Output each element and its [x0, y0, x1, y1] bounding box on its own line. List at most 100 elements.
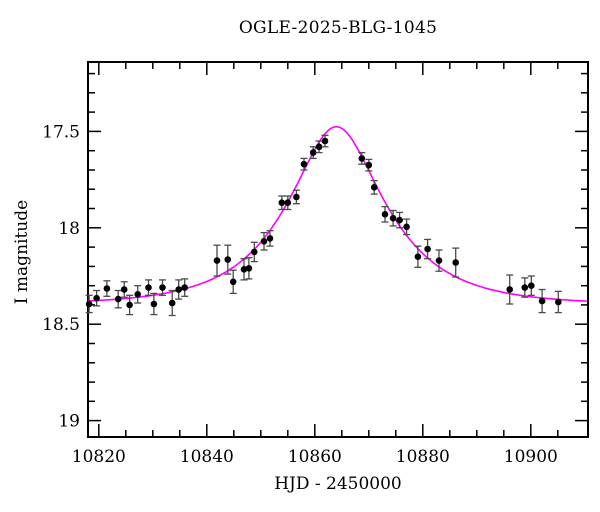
data-point-marker [403, 223, 410, 231]
data-point-with-errorbar [175, 279, 183, 300]
data-point-marker [150, 300, 158, 308]
data-point-marker [452, 259, 460, 266]
data-point-marker [315, 143, 323, 151]
data-point-with-errorbar [278, 195, 286, 211]
data-point-marker [120, 286, 128, 293]
y-tick-label: 18 [58, 219, 80, 239]
data-point-marker [168, 299, 176, 307]
data-point-with-errorbar [424, 238, 432, 260]
data-point-marker [521, 284, 529, 291]
data-point-marker [396, 216, 403, 224]
data-point-marker [293, 193, 300, 201]
chart-title: OGLE-2025-BLG-1045 [238, 18, 438, 38]
data-point-marker [175, 286, 182, 293]
x-axis-label: HJD - 2450000 [274, 474, 402, 494]
data-point-marker [424, 245, 431, 253]
data-point-with-errorbar [358, 151, 366, 165]
data-point-marker [555, 298, 562, 306]
data-point-with-errorbar [229, 269, 237, 295]
data-point-with-errorbar [527, 275, 535, 296]
data-point-with-errorbar [250, 241, 258, 263]
data-point-marker [506, 286, 513, 293]
x-tick-label: 10900 [504, 447, 558, 467]
data-point-with-errorbar [370, 179, 378, 195]
data-point-marker [538, 297, 546, 305]
model-curve [87, 125, 587, 302]
data-point-marker [370, 184, 378, 191]
data-point-with-errorbar [381, 205, 389, 223]
data-point-with-errorbar [213, 244, 221, 277]
x-tick-labels: 10820 10840 10860 10880 10900 [72, 447, 558, 467]
data-point-with-errorbar [284, 195, 292, 211]
y-ticks [88, 72, 588, 422]
data-point-with-errorbar [168, 289, 176, 317]
data-point-marker [240, 266, 248, 273]
data-point-with-errorbar [300, 157, 308, 171]
data-point-marker [93, 294, 100, 302]
data-point-marker [114, 295, 122, 303]
data-point-with-errorbar [93, 289, 101, 307]
data-point-marker [321, 137, 329, 145]
data-point-marker [284, 199, 292, 206]
y-tick-label: 17.5 [42, 122, 80, 142]
data-point-marker [224, 256, 232, 263]
data-point-with-errorbar [159, 279, 166, 296]
data-point-with-errorbar [389, 209, 397, 227]
data-point-marker [145, 284, 152, 291]
data-point-marker [309, 149, 317, 156]
data-point-marker [134, 291, 141, 298]
y-tick-label: 19 [58, 412, 80, 432]
data-point-with-errorbar [321, 134, 329, 148]
data-point-marker [181, 284, 188, 291]
x-tick-label: 10820 [72, 447, 126, 467]
x-ticks [98, 62, 559, 437]
data-point-marker [278, 199, 286, 206]
data-point-with-errorbar [114, 289, 122, 309]
data-point-with-errorbar [414, 245, 422, 268]
data-point-marker [389, 214, 397, 222]
data-point-marker [85, 300, 93, 308]
data-point-marker [358, 155, 366, 162]
data-point-with-errorbar [260, 231, 268, 251]
data-point-with-errorbar [245, 257, 253, 280]
data-point-with-errorbar [134, 285, 142, 304]
plot-frame [87, 61, 589, 438]
data-point-with-errorbar [365, 158, 373, 172]
data-point-marker [213, 257, 221, 264]
data-point-marker [381, 211, 389, 218]
data-point-with-errorbar [452, 247, 460, 278]
y-tick-labels: 17.5 18 18.5 19 [42, 122, 80, 431]
data-point-marker [251, 248, 258, 256]
data-point-with-errorbar [240, 258, 248, 281]
data-point-with-errorbar [181, 278, 189, 297]
data-point-marker [260, 238, 268, 245]
data-point-with-errorbar [85, 294, 93, 314]
data-point-marker [126, 301, 133, 309]
data-point-marker [245, 265, 253, 272]
data-point-with-errorbar [103, 280, 111, 297]
data-point-with-errorbar [396, 211, 404, 229]
data-point-with-errorbar [120, 281, 128, 298]
data-point-with-errorbar [224, 244, 232, 275]
data-point-marker [103, 285, 111, 292]
data-point-with-errorbar [435, 249, 443, 272]
data-point-marker [414, 253, 422, 260]
data-point-with-errorbar [521, 277, 529, 298]
data-point-marker [266, 235, 274, 242]
y-tick-label: 18.5 [42, 315, 80, 335]
data-point-with-errorbar [309, 146, 317, 160]
data-point-with-errorbar [315, 140, 323, 154]
data-point-with-errorbar [538, 288, 546, 314]
data-point-marker [528, 282, 535, 290]
data-point-marker [159, 284, 166, 291]
x-tick-label: 10860 [288, 447, 342, 467]
data-point-marker [229, 278, 237, 286]
data-point-with-errorbar [506, 274, 514, 305]
data-point-with-errorbar [126, 294, 134, 316]
data-point-with-errorbar [554, 290, 562, 314]
data-point-with-errorbar [403, 218, 411, 236]
data-point-with-errorbar [266, 230, 274, 247]
x-tick-label: 10840 [180, 447, 234, 467]
